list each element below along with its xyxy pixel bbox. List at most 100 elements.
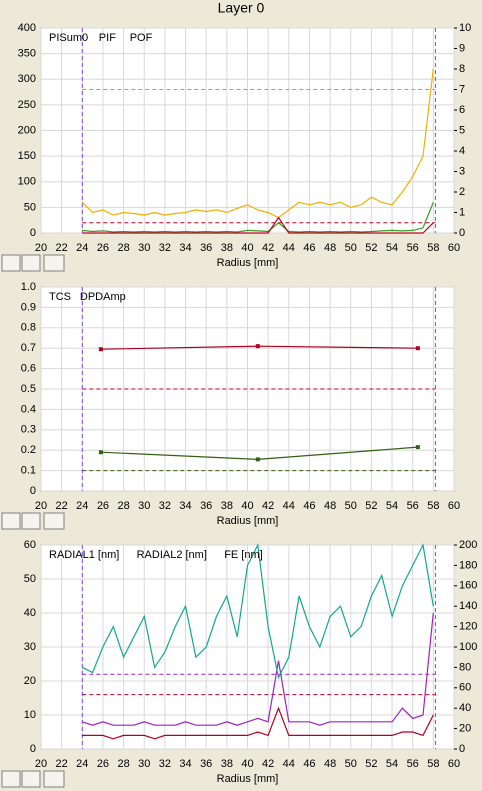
toolbar: [1, 770, 65, 788]
legend-entry: DPDAmp: [80, 291, 126, 303]
y2-tick-label: 0: [459, 227, 465, 239]
x-axis-label: Radius [mm]: [217, 515, 279, 527]
series-line: [82, 216, 434, 234]
cross-button[interactable]: [21, 512, 41, 530]
y-tick-label: 0.8: [21, 322, 36, 334]
y2-tick-label: 160: [459, 580, 477, 592]
y-tick-label: 40: [24, 607, 36, 619]
y-tick-label: 10: [24, 709, 36, 721]
y2-tick-label: 2: [459, 186, 465, 198]
x-tick-label: 56: [407, 758, 419, 770]
x-tick-label: 28: [117, 242, 129, 254]
x-tick-label: 50: [345, 500, 357, 512]
legend-entry: TCS: [49, 291, 71, 303]
legend-entry: POF: [130, 32, 153, 44]
y2-tick-label: 7: [459, 83, 465, 95]
y-tick-label: 0.6: [21, 363, 36, 375]
x-tick-label: 28: [117, 500, 129, 512]
y2-tick-label: 100: [459, 641, 477, 653]
legend-entry: RADIAL1 [nm]: [49, 549, 119, 561]
x-axis-label: Radius [mm]: [217, 257, 279, 269]
x-tick-label: 38: [221, 758, 233, 770]
y2-tick-label: 3: [459, 165, 465, 177]
cross-button[interactable]: [21, 254, 41, 272]
zoom-button[interactable]: [1, 254, 21, 272]
legend-entry: FE [nm]: [224, 549, 263, 561]
x-tick-label: 40: [241, 500, 253, 512]
x-tick-label: 56: [407, 242, 419, 254]
x-tick-label: 42: [262, 758, 274, 770]
x-tick-label: 24: [76, 758, 88, 770]
x-tick-label: 40: [241, 758, 253, 770]
y2-tick-label: 10: [459, 22, 471, 34]
y2-tick-label: 120: [459, 621, 477, 633]
y2-tick-label: 8: [459, 63, 465, 75]
x-tick-label: 38: [221, 242, 233, 254]
pan-button[interactable]: [43, 254, 65, 272]
y-tick-label: 0.1: [21, 465, 36, 477]
x-axis-label: Radius [mm]: [217, 773, 279, 785]
pan-button[interactable]: [43, 770, 65, 788]
x-tick-label: 20: [35, 242, 47, 254]
cross-button[interactable]: [21, 770, 41, 788]
y2-tick-label: 200: [459, 539, 477, 551]
x-tick-label: 60: [448, 500, 460, 512]
point: [98, 347, 103, 352]
x-tick-label: 48: [324, 242, 336, 254]
y-tick-label: 50: [24, 573, 36, 585]
x-tick-label: 48: [324, 758, 336, 770]
x-tick-label: 26: [97, 758, 109, 770]
y2-tick-label: 140: [459, 600, 477, 612]
x-tick-label: 20: [35, 500, 47, 512]
x-tick-label: 44: [283, 758, 295, 770]
x-tick-label: 34: [179, 758, 191, 770]
x-tick-label: 46: [303, 500, 315, 512]
x-tick-label: 46: [303, 242, 315, 254]
x-tick-label: 60: [448, 758, 460, 770]
y-tick-label: 150: [18, 150, 36, 162]
x-tick-label: 36: [200, 758, 212, 770]
y-tick-label: 1.0: [21, 281, 36, 293]
x-tick-label: 22: [56, 500, 68, 512]
x-tick-label: 54: [386, 500, 398, 512]
x-tick-label: 30: [138, 758, 150, 770]
y-tick-label: 0.2: [21, 444, 36, 456]
series-line: [82, 542, 434, 680]
x-tick-label: 20: [35, 758, 47, 770]
x-tick-label: 58: [427, 758, 439, 770]
x-tick-label: 30: [138, 500, 150, 512]
x-tick-label: 36: [200, 500, 212, 512]
x-tick-label: 40: [241, 242, 253, 254]
x-tick-label: 24: [76, 500, 88, 512]
x-tick-label: 56: [407, 500, 419, 512]
x-tick-label: 42: [262, 500, 274, 512]
pan-button[interactable]: [43, 512, 65, 530]
zoom-button[interactable]: [1, 512, 21, 530]
y2-tick-label: 40: [459, 702, 471, 714]
x-tick-label: 30: [138, 242, 150, 254]
y-tick-label: 0.5: [21, 383, 36, 395]
x-tick-label: 48: [324, 500, 336, 512]
y-tick-label: 350: [18, 48, 36, 60]
x-tick-label: 54: [386, 758, 398, 770]
x-tick-label: 32: [159, 758, 171, 770]
x-tick-label: 54: [386, 242, 398, 254]
x-tick-label: 44: [283, 242, 295, 254]
x-tick-label: 32: [159, 500, 171, 512]
x-tick-label: 38: [221, 500, 233, 512]
zoom-button[interactable]: [1, 770, 21, 788]
window-title: Layer 0: [218, 0, 265, 16]
y-tick-label: 20: [24, 675, 36, 687]
y-tick-label: 60: [24, 539, 36, 551]
x-tick-label: 34: [179, 242, 191, 254]
x-tick-label: 26: [97, 242, 109, 254]
y2-tick-label: 9: [459, 42, 465, 54]
x-tick-label: 32: [159, 242, 171, 254]
y-tick-label: 0: [30, 227, 36, 239]
y-tick-label: 0: [30, 743, 36, 755]
x-tick-label: 52: [365, 242, 377, 254]
y2-tick-label: 5: [459, 124, 465, 136]
x-tick-label: 22: [56, 758, 68, 770]
point: [98, 450, 103, 455]
x-tick-label: 44: [283, 500, 295, 512]
